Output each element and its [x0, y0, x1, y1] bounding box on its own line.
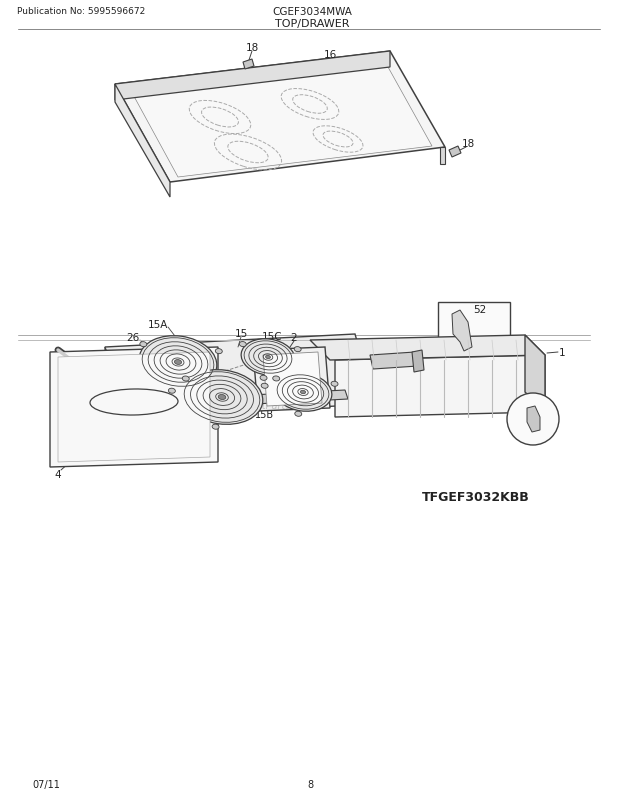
Text: 26: 26: [348, 391, 361, 400]
Polygon shape: [525, 335, 545, 412]
Text: 8: 8: [307, 779, 313, 789]
Polygon shape: [115, 52, 390, 101]
Text: Publication No: 5995596672: Publication No: 5995596672: [17, 7, 145, 17]
Ellipse shape: [140, 342, 147, 347]
Polygon shape: [105, 347, 125, 426]
Ellipse shape: [273, 376, 280, 382]
Ellipse shape: [174, 360, 182, 365]
Text: 26A: 26A: [410, 339, 430, 350]
Ellipse shape: [261, 384, 268, 389]
Text: 7: 7: [526, 436, 533, 447]
Ellipse shape: [274, 373, 332, 411]
Polygon shape: [50, 347, 218, 468]
Ellipse shape: [301, 391, 306, 395]
Text: eReplacementParts.com: eReplacementParts.com: [195, 400, 315, 411]
Text: 15: 15: [234, 329, 247, 338]
Polygon shape: [115, 85, 170, 198]
Polygon shape: [58, 353, 210, 463]
Polygon shape: [440, 148, 445, 164]
Text: 15C: 15C: [262, 331, 282, 342]
Polygon shape: [310, 335, 545, 361]
Ellipse shape: [169, 389, 175, 394]
Ellipse shape: [218, 395, 226, 400]
Polygon shape: [527, 407, 540, 432]
Text: TOP/DRAWER: TOP/DRAWER: [275, 19, 349, 29]
Polygon shape: [243, 60, 254, 70]
Ellipse shape: [331, 382, 338, 387]
Polygon shape: [412, 350, 424, 373]
Text: 4: 4: [55, 469, 61, 480]
Ellipse shape: [140, 336, 217, 389]
Text: 15B: 15B: [255, 410, 275, 419]
Circle shape: [507, 394, 559, 445]
Bar: [438, 302, 510, 392]
Polygon shape: [120, 391, 348, 411]
Text: 07/11: 07/11: [32, 779, 60, 789]
Ellipse shape: [241, 339, 295, 376]
Text: 15A: 15A: [148, 320, 168, 330]
Polygon shape: [335, 355, 545, 418]
Polygon shape: [115, 52, 445, 183]
Text: CGEF3034MWA: CGEF3034MWA: [272, 7, 352, 17]
Ellipse shape: [260, 376, 267, 381]
Text: TFGEF3032KBB: TFGEF3032KBB: [422, 491, 530, 504]
Polygon shape: [253, 347, 330, 411]
Ellipse shape: [294, 411, 302, 417]
Text: 52: 52: [474, 305, 487, 314]
Text: 26: 26: [126, 333, 140, 342]
Ellipse shape: [182, 376, 189, 382]
Ellipse shape: [265, 356, 270, 359]
Polygon shape: [105, 334, 375, 418]
Ellipse shape: [181, 371, 263, 425]
Ellipse shape: [239, 342, 246, 347]
Text: 1: 1: [559, 347, 565, 358]
Ellipse shape: [215, 349, 223, 354]
Text: 26B: 26B: [81, 427, 101, 437]
Polygon shape: [449, 147, 461, 158]
Polygon shape: [263, 353, 322, 407]
Text: 16: 16: [324, 50, 337, 60]
Ellipse shape: [294, 347, 301, 352]
Polygon shape: [452, 310, 472, 351]
Text: 18: 18: [246, 43, 259, 53]
Polygon shape: [370, 353, 418, 370]
Ellipse shape: [212, 424, 219, 430]
Text: 2: 2: [291, 333, 298, 342]
Polygon shape: [130, 59, 432, 178]
Text: 18: 18: [461, 139, 475, 149]
Text: 15: 15: [306, 370, 319, 379]
